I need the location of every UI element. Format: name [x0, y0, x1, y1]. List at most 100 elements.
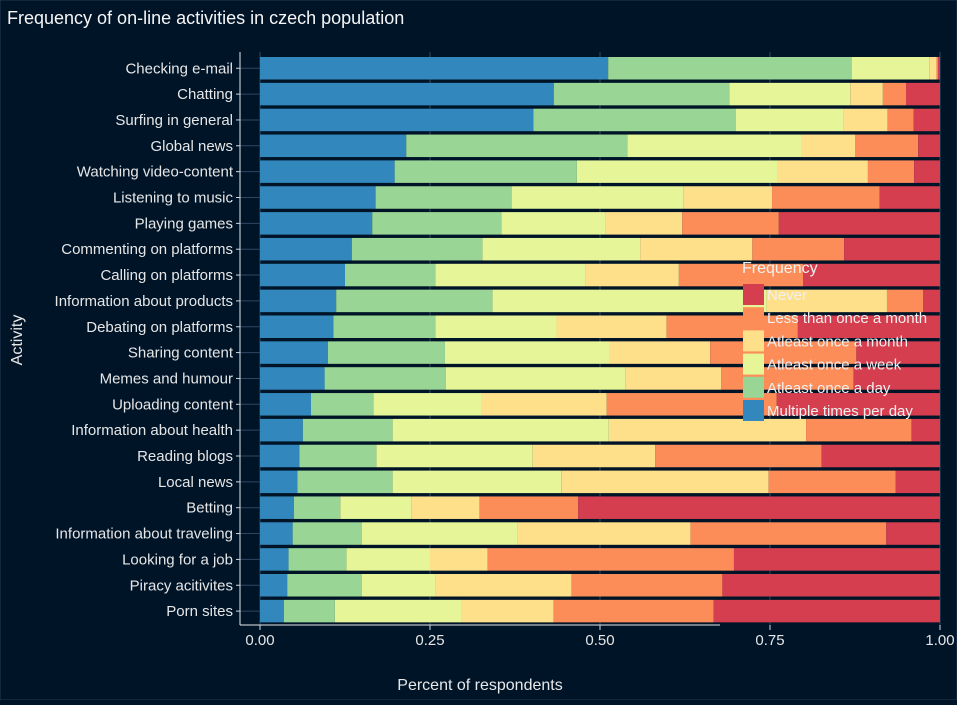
- bar-segment-6: [879, 186, 940, 209]
- bar-segment-3: [482, 237, 641, 261]
- bar-segment-4: [461, 599, 554, 623]
- bar-segment-1: [260, 470, 298, 494]
- bar-segment-2: [283, 599, 335, 623]
- bar-segment-1: [260, 108, 534, 132]
- bar-segment-4: [929, 57, 937, 80]
- bar-segment-3: [392, 418, 609, 442]
- bar-segment-2: [294, 496, 341, 519]
- bar-segment-6: [797, 315, 940, 338]
- y-axis-label: Activity: [9, 315, 26, 366]
- bar-segment-4: [561, 470, 769, 494]
- bar-segment-1: [260, 134, 407, 158]
- legend-label: Atleast once a day: [767, 380, 891, 397]
- bar-segment-2: [288, 548, 347, 571]
- bar-segment-5: [655, 444, 822, 468]
- bar-segment-2: [287, 574, 362, 597]
- chart-title: Frequency of on-line activities in czech…: [7, 8, 404, 28]
- bar-segment-6: [776, 393, 940, 416]
- bar-segment-5: [772, 186, 880, 209]
- legend: Frequency Never Less than once a month Atl…: [742, 260, 927, 421]
- y-tick-labels: Checking e-mail Chatting Surfing in genera…: [55, 60, 240, 620]
- bar-segment-5: [682, 212, 779, 235]
- y-tick-label: Checking e-mail: [125, 60, 233, 77]
- bar-segment-6: [895, 470, 940, 494]
- bar-segment-1: [260, 393, 311, 416]
- bar-segment-2: [608, 57, 852, 80]
- bar-segment-5: [855, 134, 919, 158]
- bar-segment-3: [445, 367, 626, 390]
- bar-segment-1: [260, 212, 373, 235]
- bar-segment-2: [351, 237, 483, 261]
- y-tick-label: Reading blogs: [137, 448, 233, 465]
- y-tick-label: Betting: [186, 500, 233, 517]
- bar-segment-4: [625, 367, 722, 390]
- bar-segment-1: [260, 263, 345, 287]
- bar-segment-5: [678, 263, 804, 287]
- y-tick-label: Information about products: [55, 293, 233, 310]
- y-tick-label: Listening to music: [113, 190, 234, 207]
- bar-segment-1: [260, 574, 288, 597]
- bar-segment-3: [376, 444, 533, 468]
- bar-segment-3: [729, 82, 851, 106]
- bar-segment-3: [851, 57, 930, 80]
- x-tick-label: 0.50: [585, 632, 614, 649]
- bar-segment-3: [373, 393, 481, 416]
- bar-segment-1: [260, 57, 609, 80]
- bar-segment-4: [411, 496, 480, 519]
- legend-swatch: [743, 284, 764, 305]
- bar-segment-2: [328, 341, 445, 364]
- bar-segment-2: [533, 108, 736, 132]
- legend-label: Atleast once a month: [767, 333, 908, 350]
- x-tick-labels: 0.00 0.25 0.50 0.75 1.00: [245, 625, 955, 649]
- bar-segment-2: [324, 367, 446, 390]
- y-tick-label: Piracy acitivites: [130, 577, 233, 594]
- bar-segment-6: [722, 574, 940, 597]
- bar-segment-3: [492, 289, 767, 313]
- bar-segment-1: [260, 289, 337, 313]
- bar-segment-6: [937, 57, 940, 80]
- bar-segment-2: [297, 470, 393, 494]
- bar-segment-5: [886, 289, 923, 313]
- legend-label: Atleast once a week: [767, 357, 902, 374]
- bar-segment-1: [260, 496, 294, 519]
- bars: [260, 57, 940, 623]
- bar-segment-5: [479, 496, 579, 519]
- bar-segment-6: [913, 108, 940, 132]
- bar-segment-6: [803, 263, 940, 287]
- bar-segment-1: [260, 444, 300, 468]
- bar-segment-2: [372, 212, 502, 235]
- bar-segment-5: [936, 57, 938, 80]
- y-tick-label: Local news: [158, 474, 233, 491]
- y-tick-label: Sharing content: [128, 345, 234, 362]
- bar-segment-3: [511, 186, 684, 209]
- y-tick-label: Calling on platforms: [100, 267, 233, 284]
- bar-segment-4: [850, 82, 883, 106]
- legend-swatch: [743, 353, 764, 375]
- bar-segment-5: [690, 522, 887, 545]
- legend-label: Never: [767, 287, 807, 304]
- legend-swatch: [743, 376, 764, 398]
- bar-segment-3: [501, 212, 606, 235]
- x-tick-label: 1.00: [925, 632, 954, 649]
- y-tick-label: Surfing in general: [115, 112, 233, 129]
- bar-segment-4: [585, 263, 679, 287]
- bar-segment-2: [394, 160, 577, 183]
- bar-segment-3: [627, 134, 802, 158]
- bar-segment-4: [556, 315, 667, 338]
- bar-segment-5: [867, 160, 915, 183]
- bar-segment-3: [340, 496, 412, 519]
- bar-segment-2: [299, 444, 377, 468]
- bar-segment-3: [334, 599, 462, 623]
- bar-segment-1: [260, 522, 293, 545]
- legend-label: Multiple times per day: [767, 403, 913, 420]
- y-tick-label: Information about traveling: [55, 526, 233, 543]
- bar-segment-2: [302, 418, 393, 442]
- bar-segment-1: [260, 82, 554, 106]
- bar-segment-3: [736, 108, 844, 132]
- bar-segment-4: [801, 134, 855, 158]
- x-axis-label: Percent of respondents: [397, 677, 562, 694]
- bar-segment-2: [553, 82, 730, 106]
- bar-segment-1: [260, 599, 284, 623]
- axes: [239, 52, 720, 626]
